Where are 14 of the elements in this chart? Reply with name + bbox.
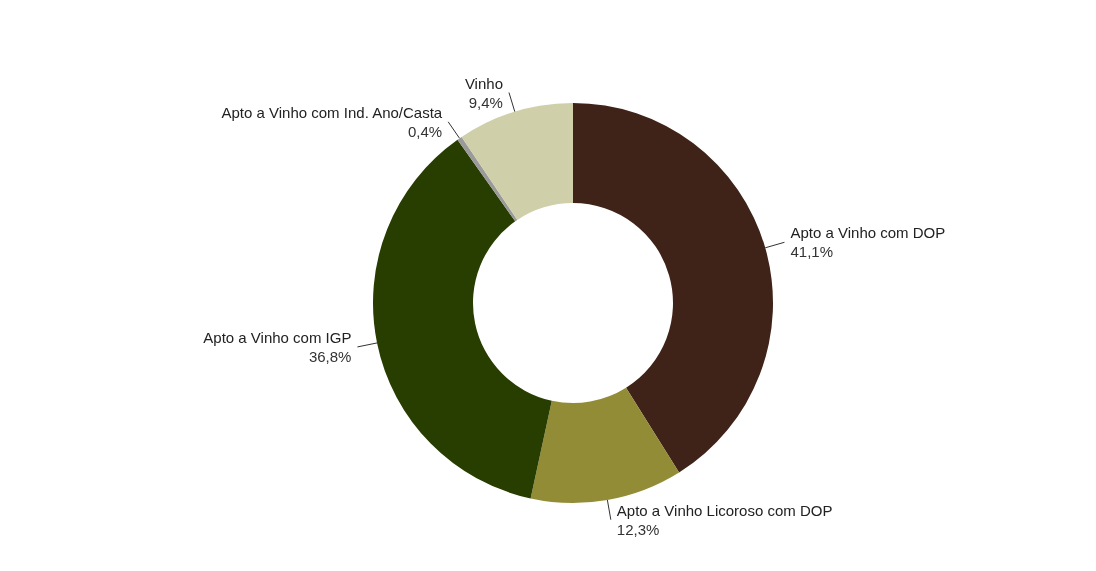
slice-label: Apto a Vinho com DOP (790, 224, 946, 242)
donut-slice (373, 139, 552, 499)
donut-slice (573, 103, 773, 473)
slice-label: Apto a Vinho com Ind. Ano/Casta (221, 103, 443, 121)
data-label: 9,4% (468, 93, 503, 111)
data-label: 36,8% (308, 347, 352, 365)
slice-label: Apto a Vinho Licoroso com DOP (616, 501, 833, 519)
donut-slice (457, 136, 518, 222)
data-label: 0,4% (408, 122, 443, 140)
data-label: 12,3% (616, 520, 660, 538)
slice-label: Vinho (464, 74, 503, 92)
data-label: 41,1% (790, 243, 833, 261)
slice-label: Apto a Vinho com IGP (203, 328, 352, 346)
donut-slice (530, 387, 680, 503)
